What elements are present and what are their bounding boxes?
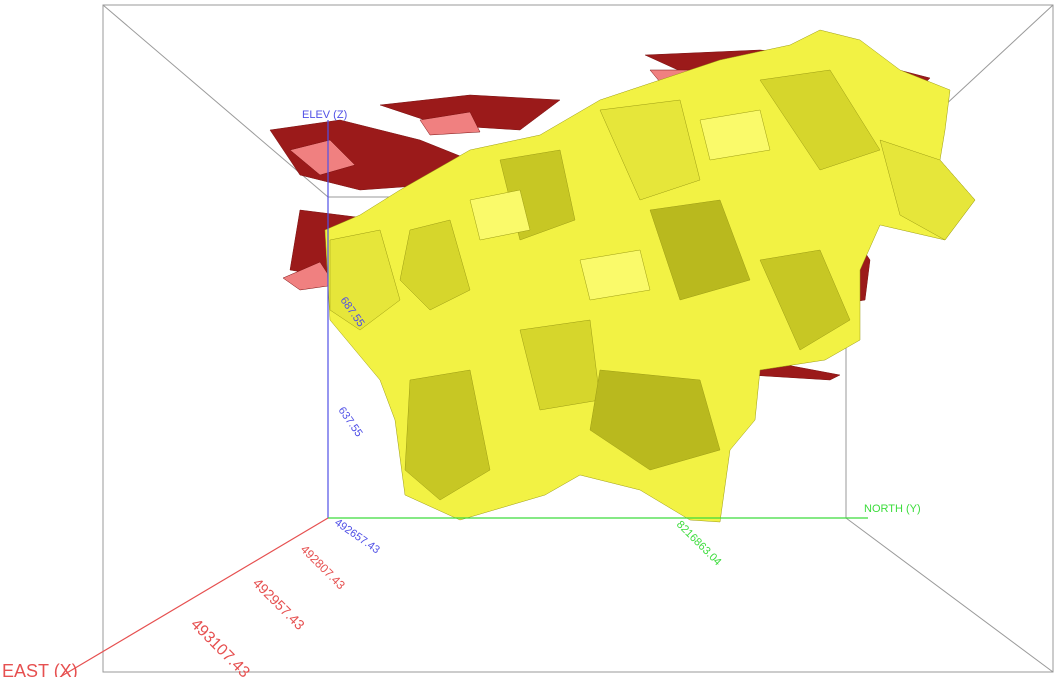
yellow-facet: [329, 229, 401, 331]
yellow-facet: [759, 69, 881, 171]
yellow-facet: [589, 369, 721, 471]
yellow-facet: [404, 369, 491, 501]
box-outer-face: [102, 4, 1054, 673]
axes: [59, 120, 868, 678]
east-tick-label: 492957.43: [250, 575, 308, 633]
yellow-facet: [399, 219, 471, 311]
east-axis-label: EAST (X): [2, 661, 78, 677]
yellow-facet: [469, 189, 531, 241]
east-tick-label: 493107.43: [187, 616, 253, 677]
elev-tick-label: 637.55: [336, 405, 365, 439]
north-axis-label: NORTH (Y): [864, 503, 921, 515]
box-edge-top-left: [102, 4, 329, 198]
axis-labels: ELEV (Z) NORTH (Y) EAST (X): [2, 109, 921, 681]
yellow-facet: [699, 109, 771, 161]
east-axis-line: [59, 517, 329, 678]
elev-axis-label: ELEV (Z): [302, 109, 347, 121]
red-facet: [289, 139, 356, 176]
yellow-orebody: [324, 29, 976, 523]
red-facet: [419, 111, 481, 136]
east-tick-label: 492807.43: [298, 542, 348, 592]
yellow-facet: [649, 199, 751, 301]
origin-tick-label: 492657.43: [332, 517, 381, 557]
yellow-facet: [579, 249, 651, 301]
yellow-facet: [879, 139, 976, 241]
yellow-facet: [599, 99, 701, 201]
north-tick-label: 8216863.04: [674, 519, 724, 569]
box-edge-bottom-right: [845, 517, 1054, 673]
yellow-facet: [759, 249, 851, 351]
